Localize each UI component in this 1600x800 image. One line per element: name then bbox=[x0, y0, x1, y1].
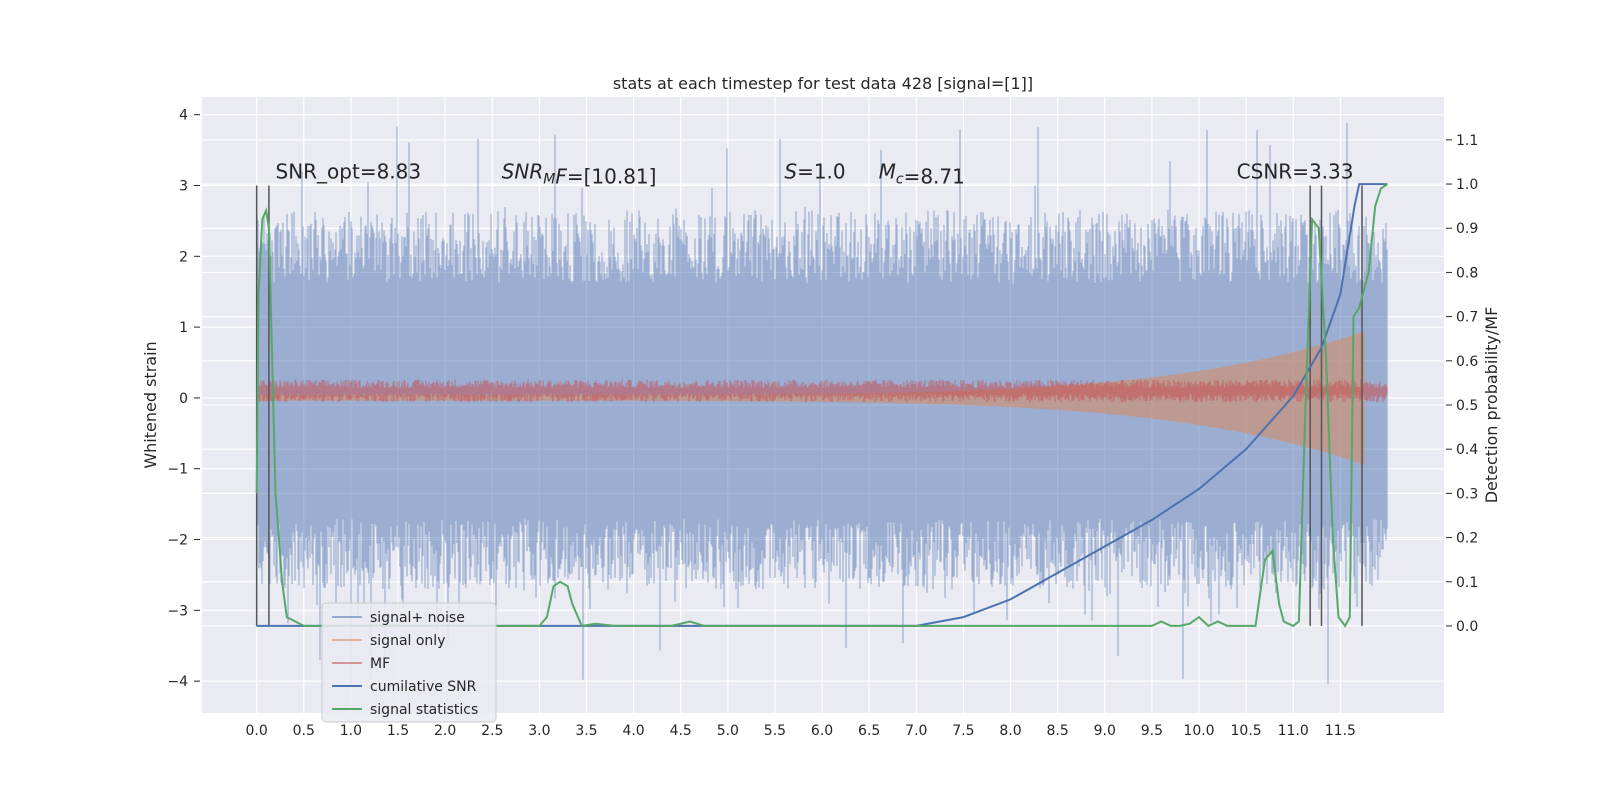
annotations: SNR_opt=8.83 SNRMF=[10.81] S=1.0 Mc=8.71 CSN… bbox=[276, 159, 1354, 188]
x-axis-ticks: 0.0 0.5 1.0 1.5 2.0 2.5 3.0 3.5 4.0 4.5 5.0 5.5 6.0 6… bbox=[246, 723, 1356, 739]
x-tick-label: 8.0 bbox=[999, 723, 1021, 739]
y-tick-label: 3 bbox=[179, 179, 188, 195]
y2-tick-label: 0.3 bbox=[1456, 486, 1478, 502]
legend-label-cumulative_snr: cumilative SNR bbox=[370, 679, 477, 695]
y2-tick-label: 0.2 bbox=[1456, 531, 1478, 547]
y-tick-label: −1 bbox=[167, 462, 188, 478]
x-tick-label: 5.5 bbox=[764, 723, 786, 739]
annotation-snr_mf: SNRMF=[10.81] bbox=[502, 159, 657, 188]
y-tick-label: −3 bbox=[167, 603, 188, 619]
annotation-part: M bbox=[879, 159, 896, 183]
x-tick-label: 7.0 bbox=[905, 723, 927, 739]
annotation-part: =[10.81] bbox=[567, 164, 657, 188]
y2-tick-label: 0.8 bbox=[1456, 265, 1478, 281]
annotation-part: CSNR=3.33 bbox=[1237, 159, 1354, 183]
chart-title: stats at each timestep for test data 428… bbox=[613, 74, 1033, 93]
annotation-csnr: CSNR=3.33 bbox=[1237, 159, 1354, 183]
legend: signal+ noise signal only MF cumilative SNR… bbox=[321, 602, 497, 723]
x-tick-label: 1.0 bbox=[340, 723, 362, 739]
series-cumulative-snr bbox=[256, 183, 1388, 627]
annotation-mc: Mc=8.71 bbox=[879, 159, 965, 188]
annotation-part: SNR_opt=8.83 bbox=[276, 159, 422, 183]
x-tick-label: 0.0 bbox=[246, 723, 268, 739]
annotation-part: S bbox=[784, 159, 797, 183]
annotation-snr_opt: SNR_opt=8.83 bbox=[276, 159, 422, 183]
x-tick-label: 8.5 bbox=[1047, 723, 1069, 739]
x-tick-label: 10.0 bbox=[1183, 723, 1214, 739]
y2-tick-label: 0.6 bbox=[1456, 354, 1478, 370]
y-axis-label: Whitened strain bbox=[141, 341, 160, 468]
y2-tick-label: 1.0 bbox=[1456, 177, 1478, 193]
y-tick-label: 0 bbox=[179, 391, 188, 407]
x-tick-label: 6.5 bbox=[858, 723, 880, 739]
y-tick-label: −2 bbox=[167, 533, 188, 549]
annotation-part: M bbox=[543, 171, 555, 187]
y-tick-label: −4 bbox=[167, 674, 188, 690]
legend-label-signal_statistics: signal statistics bbox=[370, 702, 478, 718]
y2-tick-label: 0.1 bbox=[1456, 575, 1478, 591]
x-tick-label: 7.5 bbox=[952, 723, 974, 739]
y-tick-label: 2 bbox=[179, 249, 188, 265]
x-tick-label: 4.0 bbox=[622, 723, 644, 739]
y2-tick-label: 0.7 bbox=[1456, 310, 1478, 326]
annotation-part: c bbox=[896, 171, 904, 187]
x-tick-label: 3.5 bbox=[575, 723, 597, 739]
y2-tick-label: 0.9 bbox=[1456, 221, 1478, 237]
x-tick-label: 9.5 bbox=[1141, 723, 1163, 739]
x-tick-label: 1.5 bbox=[387, 723, 409, 739]
annotation-part: SNR bbox=[502, 159, 544, 183]
y2-tick-label: 0.5 bbox=[1456, 398, 1478, 414]
annotation-part: F bbox=[555, 164, 567, 188]
y-tick-label: 1 bbox=[179, 320, 188, 336]
x-tick-label: 11.0 bbox=[1278, 723, 1309, 739]
y-tick-label: 4 bbox=[179, 108, 188, 124]
y2-tick-label: 1.1 bbox=[1456, 133, 1478, 149]
x-tick-label: 3.0 bbox=[528, 723, 550, 739]
y2-axis-ticks: 1.1 1.0 0.9 0.8 0.7 0.6 0.5 0.4 0.3 0.2 0.1 0.0 bbox=[1446, 133, 1478, 635]
annotation-part: =1.0 bbox=[797, 159, 846, 183]
legend-box bbox=[321, 602, 497, 723]
x-tick-label: 11.5 bbox=[1325, 723, 1356, 739]
x-tick-label: 4.5 bbox=[670, 723, 692, 739]
legend-label-mf: MF bbox=[370, 656, 390, 672]
y2-axis-label: Detection probability/MF bbox=[1482, 307, 1501, 504]
y2-tick-label: 0.0 bbox=[1456, 619, 1478, 635]
legend-label-signal_only: signal only bbox=[370, 633, 445, 649]
y-axis-ticks: 4 3 2 1 0 −1 −2 −3 −4 bbox=[167, 108, 200, 690]
x-tick-label: 5.0 bbox=[717, 723, 739, 739]
x-tick-label: 0.5 bbox=[293, 723, 315, 739]
x-tick-label: 9.0 bbox=[1094, 723, 1116, 739]
legend-label-signal_noise: signal+ noise bbox=[370, 610, 465, 626]
annotation-s: S=1.0 bbox=[784, 159, 845, 183]
x-tick-label: 2.0 bbox=[434, 723, 456, 739]
x-tick-label: 10.5 bbox=[1231, 723, 1262, 739]
annotation-part: =8.71 bbox=[904, 164, 965, 188]
x-tick-label: 6.0 bbox=[811, 723, 833, 739]
x-tick-label: 2.5 bbox=[481, 723, 503, 739]
y2-tick-label: 0.4 bbox=[1456, 442, 1478, 458]
